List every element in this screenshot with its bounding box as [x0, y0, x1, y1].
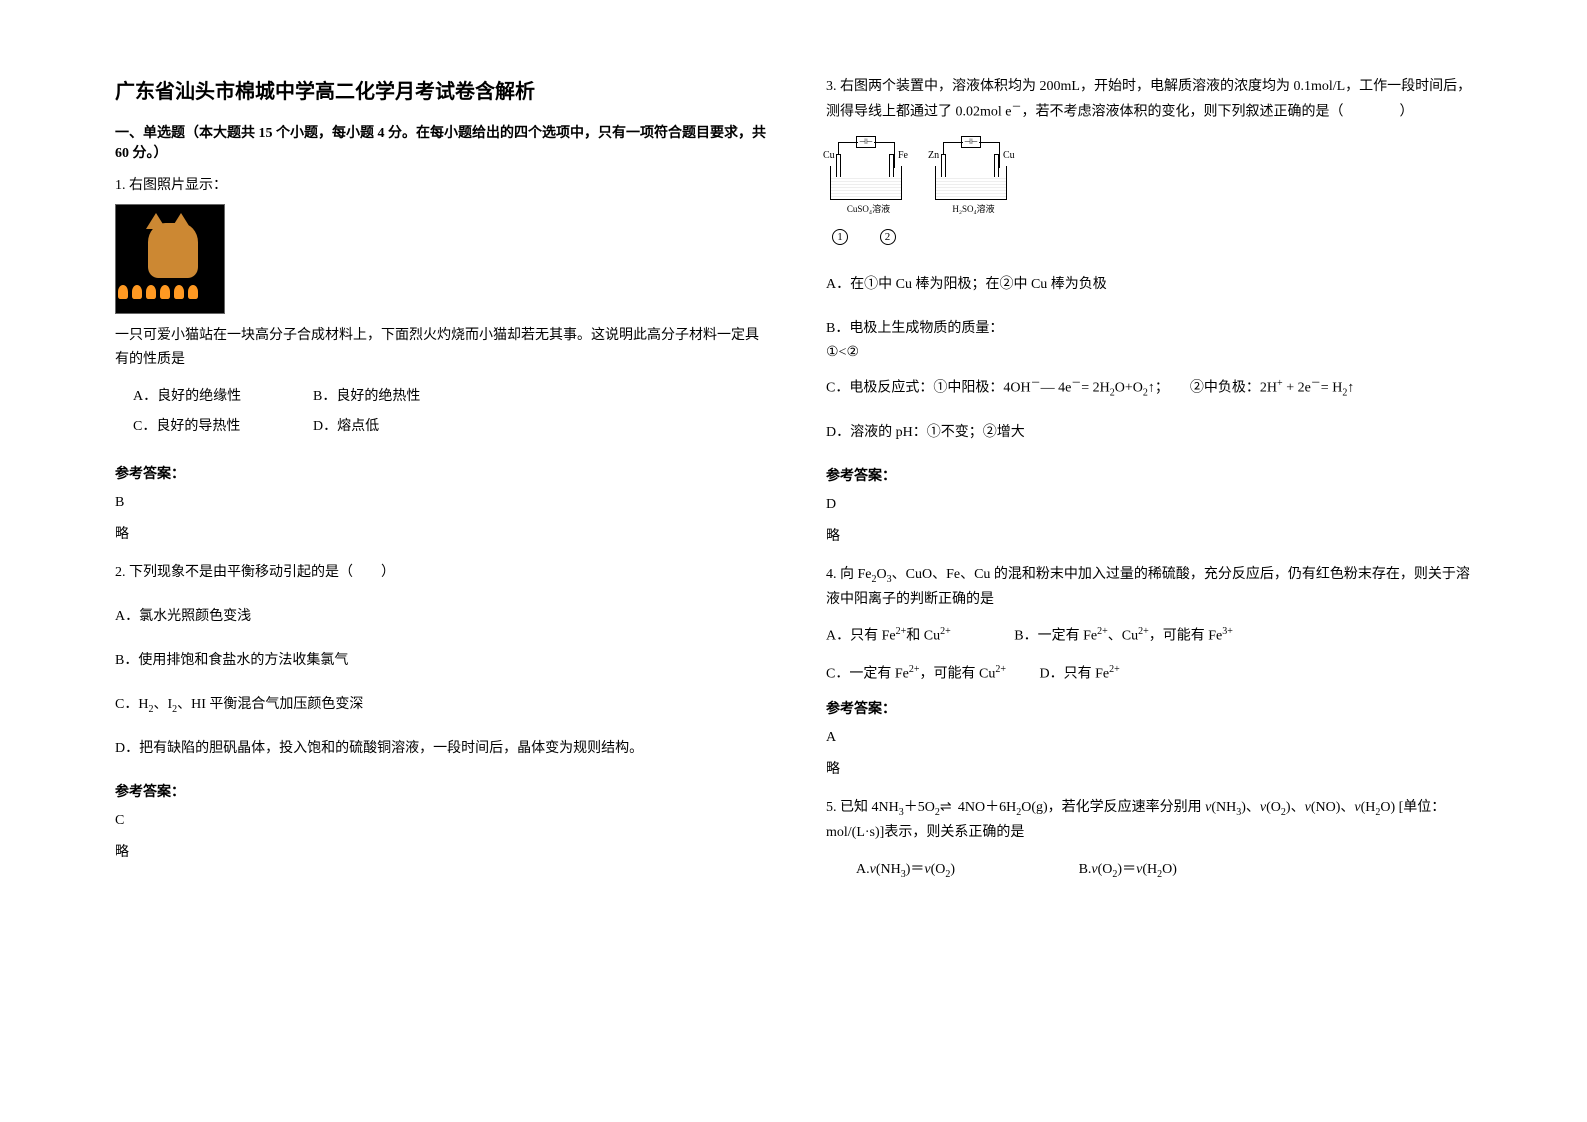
q5b-4: (H — [1142, 862, 1157, 877]
q4-skip: 略 — [826, 758, 1482, 778]
q1-answer-label: 参考答案： — [115, 463, 771, 483]
q1-answer: B — [115, 495, 771, 511]
q3c-1: C．电极反应式：①中阳极：4OH — [826, 380, 1031, 395]
q3c-2: — 4e — [1041, 380, 1072, 395]
q4-number: 4. 向 Fe2O3、CuO、Fe、Cu 的混和粉末中加入过量的稀硫酸，充分反应… — [826, 563, 1482, 612]
q2-opt-b: B．使用排饱和食盐水的方法收集氯气 — [115, 649, 771, 673]
q3c-5: ↑； ②中负极：2H — [1148, 380, 1277, 395]
q5n-4: O(g)，若化学反应速率分别用 — [1021, 801, 1205, 816]
q1-skip: 略 — [115, 523, 771, 543]
q4b-1: B．一定有 Fe — [1014, 629, 1097, 644]
q2-opt-c: C．H2、I2、HI 平衡混合气加压颜色变深 — [115, 693, 771, 718]
q4a-1: A．只有 Fe — [826, 629, 896, 644]
q1-text: 一只可爱小猫站在一块高分子合成材料上，下面烈火灼烧而小猫却若无其事。这说明此高分… — [115, 324, 771, 372]
q4n-2: O — [877, 567, 887, 582]
q4-answer: A — [826, 730, 1482, 746]
q3-opt-a: A．在①中 Cu 棒为阳极；在②中 Cu 棒为负极 — [826, 273, 1482, 297]
q4b-2: 、Cu — [1108, 629, 1138, 644]
q5b-1: B. — [1079, 862, 1092, 877]
q3-opt-b: B．电极上生成物质的质量： ①<② — [826, 317, 1482, 365]
q5n-7: (O — [1266, 801, 1281, 816]
right-column: 3. 右图两个装置中，溶液体积均为 200mL，开始时，电解质溶液的浓度均为 0… — [811, 75, 1497, 1082]
circle-2-icon: 2 — [880, 229, 896, 245]
q5b-3: )＝ — [1117, 862, 1136, 877]
q1-opt-d: D．熔点低 — [313, 412, 493, 443]
cat-photo — [115, 204, 225, 314]
q5n-6: )、 — [1241, 801, 1260, 816]
q5a-2: (NH — [876, 862, 901, 877]
q5b-2: (O — [1098, 862, 1113, 877]
q2-opt-a: A．氯水光照颜色变浅 — [115, 605, 771, 629]
q4-opt-row2: C．一定有 Fe2+，可能有 Cu2+ D．只有 Fe2+ — [826, 659, 1482, 690]
cell2-right-label: Cu — [1003, 150, 1015, 161]
q4c-2: ，可能有 Cu — [919, 667, 995, 682]
equilibrium-arrow-icon — [940, 796, 958, 820]
cell1-left-label: Cu — [823, 150, 835, 161]
q5n-5: (NH — [1211, 801, 1236, 816]
cell1-right-label: Fe — [898, 150, 908, 161]
q2c-1: C．H — [115, 697, 148, 712]
q5a-5: ) — [950, 862, 955, 877]
q5a-1: A. — [856, 862, 870, 877]
q4n-1: 4. 向 Fe — [826, 567, 872, 582]
q2-opt-d: D．把有缺陷的胆矾晶体，投入饱和的硫酸铜溶液，一段时间后，晶体变为规则结构。 — [115, 737, 771, 761]
q2-answer-label: 参考答案： — [115, 781, 771, 801]
q5n-2: ＋5O — [904, 801, 935, 816]
q3c-4: O+O — [1115, 380, 1143, 395]
q3-answer: D — [826, 497, 1482, 513]
q5n-1: 5. 已知 4NH — [826, 801, 899, 816]
q3-answer-label: 参考答案： — [826, 465, 1482, 485]
q3c-8: ↑ — [1347, 380, 1354, 395]
q5-opt-row: A.v(NH3)＝v(O2) B.v(O2)＝v(H2O) — [856, 855, 1482, 886]
q4-opt-row1: A．只有 Fe2+和 Cu2+ B．一定有 Fe2+、Cu2+，可能有 Fe3+ — [826, 621, 1482, 652]
q4-answer-label: 参考答案： — [826, 698, 1482, 718]
q5n-9: (NO)、 — [1311, 801, 1355, 816]
q3-skip: 略 — [826, 525, 1482, 545]
q5a-4: (O — [931, 862, 946, 877]
page-title: 广东省汕头市棉城中学高二化学月考试卷含解析 — [115, 75, 771, 104]
q3-opt-d: D．溶液的 pH：①不变；②增大 — [826, 421, 1482, 445]
circuit-diagram: ⊣⊢ Cu Fe CuSO₄溶液 ⊣⊢ Zn Cu H₂SO₄溶液 — [826, 136, 1482, 211]
q5n-8: )、 — [1286, 801, 1305, 816]
q4a-2: 和 Cu — [906, 629, 940, 644]
q5b-5: O) — [1162, 862, 1177, 877]
cell-1: ⊣⊢ Cu Fe CuSO₄溶液 — [826, 136, 911, 211]
q4n-3: 、CuO、Fe、Cu 的混和粉末中加入过量的稀硫酸，充分反应后，仍有红色粉末存在… — [826, 567, 1470, 607]
q5-number: 5. 已知 4NH3＋5O24NO＋6H2O(g)，若化学反应速率分别用 v(N… — [826, 796, 1482, 845]
cell2-left-label: Zn — [928, 150, 939, 161]
q3b-1: B．电极上生成物质的质量： — [826, 317, 1482, 341]
left-column: 广东省汕头市棉城中学高二化学月考试卷含解析 一、单选题（本大题共 15 个小题，… — [100, 75, 786, 1082]
q4b-3: ，可能有 Fe — [1149, 629, 1223, 644]
ammeter-icon-2: ⊣⊢ — [961, 136, 981, 148]
q5a-3: )＝ — [906, 862, 925, 877]
q1-opt-c: C．良好的导热性 — [133, 412, 313, 443]
q2-number: 2. 下列现象不是由平衡移动引起的是（ ） — [115, 561, 771, 585]
q3-number: 3. 右图两个装置中，溶液体积均为 200mL，开始时，电解质溶液的浓度均为 0… — [826, 75, 1482, 124]
q2c-2: 、I — [153, 697, 172, 712]
q1-opt-a: A．良好的绝缘性 — [133, 382, 313, 413]
q2-skip: 略 — [115, 841, 771, 861]
q2c-3: 、HI 平衡混合气加压颜色变深 — [177, 697, 363, 712]
q3n-2: ，若不考虑溶液体积的变化，则下列叙述正确的是（ ） — [1022, 104, 1414, 119]
q3b-2: ①<② — [826, 341, 1482, 365]
q2-answer: C — [115, 813, 771, 829]
q4c-1: C．一定有 Fe — [826, 667, 909, 682]
q3-opt-c: C．电极反应式：①中阳极：4OH－— 4e－= 2H2O+O2↑； ②中负极：2… — [826, 375, 1482, 401]
q1-opt-b: B．良好的绝热性 — [313, 382, 493, 413]
ammeter-icon: ⊣⊢ — [856, 136, 876, 148]
q4d-1: D．只有 Fe — [1039, 667, 1109, 682]
circle-numbers: 1 2 — [832, 229, 1482, 245]
cell2-caption: H₂SO₄溶液 — [931, 202, 1016, 215]
q1-number: 1. 右图照片显示： — [115, 174, 771, 194]
cell1-caption: CuSO₄溶液 — [826, 202, 911, 215]
q5n-3: 4NO＋6H — [958, 801, 1016, 816]
q3c-6: + 2e — [1283, 380, 1311, 395]
section-1-header: 一、单选题（本大题共 15 个小题，每小题 4 分。在每小题给出的四个选项中，只… — [115, 122, 771, 162]
q1-options: A．良好的绝缘性 B．良好的绝热性 C．良好的导热性 D．熔点低 — [133, 382, 771, 444]
circle-1-icon: 1 — [832, 229, 848, 245]
q5n-10: (H — [1361, 801, 1376, 816]
q3c-7: = H — [1321, 380, 1343, 395]
q3c-3: = 2H — [1081, 380, 1110, 395]
cell-2: ⊣⊢ Zn Cu H₂SO₄溶液 — [931, 136, 1016, 211]
